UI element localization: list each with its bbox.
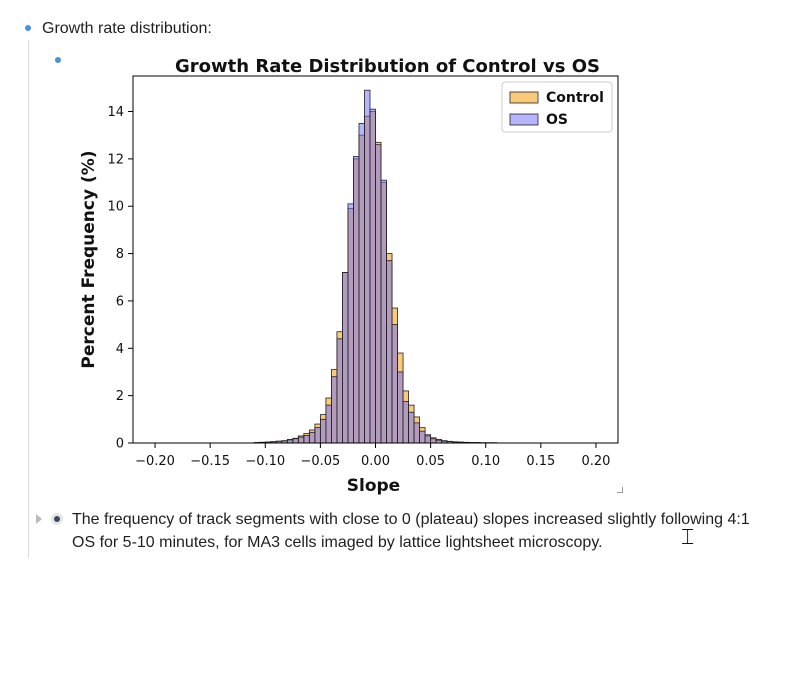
y-tick-label-5: 10: [107, 200, 124, 215]
bar-os-7: [292, 438, 299, 444]
bar-os-28: [408, 411, 415, 444]
bar-os-27: [402, 401, 409, 444]
ring-bullet-icon[interactable]: [51, 513, 63, 525]
text-cursor-icon: ⌶: [681, 525, 695, 550]
bar-os-12: [319, 418, 327, 444]
bar-os-31: [424, 435, 432, 444]
y-tick-label-0: 0: [116, 437, 124, 452]
bar-os-18: [353, 156, 360, 444]
histogram-svg: Growth Rate Distribution of Control vs O…: [79, 56, 619, 496]
outline-item-frequency-text[interactable]: The frequency of track segments with clo…: [72, 511, 750, 528]
bar-os-11: [314, 427, 321, 444]
bullet-dot-icon[interactable]: [55, 57, 61, 63]
histogram-chart: Growth Rate Distribution of Control vs O…: [70, 48, 630, 496]
x-tick-label-2: −0.10: [245, 454, 285, 469]
outline-item-frequency-text-line2[interactable]: OS for 5-10 minutes, for MA3 cells image…: [72, 534, 603, 551]
x-tick-label-6: 0.10: [471, 454, 500, 469]
bar-os-25: [391, 324, 398, 444]
y-tick-label-2: 4: [116, 342, 124, 357]
x-tick-label-5: 0.05: [416, 454, 445, 469]
bar-os-13: [325, 404, 332, 444]
y-tick-label-1: 2: [116, 389, 124, 404]
bar-os-23: [380, 179, 387, 444]
bar-os-29: [413, 422, 420, 444]
y-axis-label: Percent Frequency (%): [79, 150, 99, 368]
bar-os-9: [303, 435, 310, 444]
bar-os-17: [347, 203, 354, 444]
y-tick-label-3: 6: [116, 294, 124, 309]
legend-swatch-control: [509, 91, 539, 104]
x-tick-label-4: 0.00: [361, 454, 390, 469]
bar-os-15: [336, 338, 343, 444]
bar-os-19: [358, 122, 365, 444]
y-tick-label-7: 14: [107, 105, 124, 120]
bar-os-22: [375, 144, 382, 444]
image-resize-handle[interactable]: [617, 487, 623, 493]
bar-os-32: [430, 438, 437, 444]
bar-os-24: [386, 260, 393, 444]
x-tick-label-8: 0.20: [581, 454, 610, 469]
legend-label-control: Control: [546, 90, 604, 106]
x-tick-label-1: −0.15: [190, 454, 230, 469]
bullet-dot-icon[interactable]: [25, 25, 31, 31]
legend-swatch-os: [509, 113, 539, 126]
bar-os-26: [397, 371, 404, 444]
x-axis-label: Slope: [347, 476, 400, 496]
x-tick-label-0: −0.20: [135, 454, 175, 469]
outline-guide-line: [28, 40, 29, 558]
x-tick-label-3: −0.05: [300, 454, 340, 469]
y-tick-label-4: 8: [116, 247, 124, 262]
bar-os-8: [297, 436, 305, 444]
bar-os-14: [331, 376, 338, 444]
chart-title: Growth Rate Distribution of Control vs O…: [175, 56, 600, 77]
x-tick-label-7: 0.15: [526, 454, 555, 469]
bar-os-10: [308, 431, 316, 444]
y-tick-label-6: 12: [107, 152, 124, 167]
outline-item-growth-rate[interactable]: Growth rate distribution:: [42, 20, 212, 37]
bar-os-21: [369, 108, 376, 444]
bar-os-20: [364, 89, 371, 444]
bar-os-30: [419, 430, 426, 444]
bar-os-16: [342, 272, 349, 444]
legend-label-os: OS: [546, 112, 568, 128]
triangle-right-icon[interactable]: [36, 514, 42, 524]
